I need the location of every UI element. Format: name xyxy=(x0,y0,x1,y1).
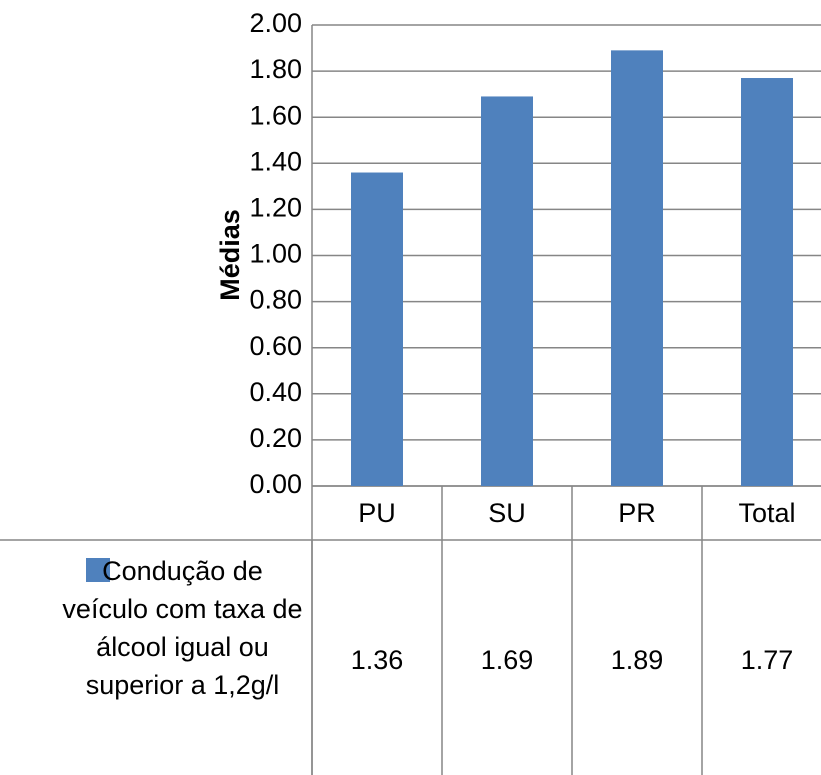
table-value: 1.77 xyxy=(741,645,794,675)
x-tick-label: PR xyxy=(618,498,656,528)
table-value: 1.36 xyxy=(351,645,404,675)
y-tick-label: 1.40 xyxy=(249,146,302,176)
x-tick-label: PU xyxy=(358,498,396,528)
bar xyxy=(351,172,403,486)
legend-label: Condução de veículo com taxa de álcool i… xyxy=(62,556,303,700)
y-tick-label: 0.80 xyxy=(249,285,302,315)
y-tick-label: 2.00 xyxy=(249,8,302,38)
table-value: 1.69 xyxy=(481,645,534,675)
y-tick-label: 1.60 xyxy=(249,100,302,130)
x-tick-label: SU xyxy=(488,498,526,528)
bar xyxy=(611,50,663,486)
y-tick-label: 1.20 xyxy=(249,193,302,223)
y-tick-label: 1.80 xyxy=(249,54,302,84)
bar xyxy=(481,96,533,486)
y-tick-label: 0.40 xyxy=(249,377,302,407)
x-tick-label: Total xyxy=(738,498,795,528)
bar xyxy=(741,78,793,486)
y-tick-label: 0.60 xyxy=(249,331,302,361)
y-tick-label: 1.00 xyxy=(249,239,302,269)
table-value: 1.89 xyxy=(611,645,664,675)
y-axis-title: Médias xyxy=(215,209,245,301)
y-tick-label: 0.20 xyxy=(249,423,302,453)
legend-key xyxy=(86,558,110,582)
y-tick-label: 0.00 xyxy=(249,469,302,499)
